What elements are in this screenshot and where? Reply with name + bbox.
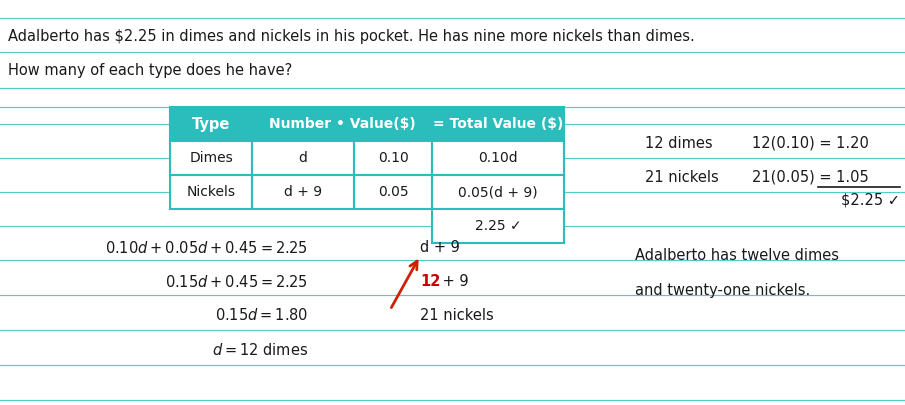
Text: Type: Type	[192, 117, 230, 132]
Text: 0.05: 0.05	[377, 185, 408, 199]
Text: + 9: + 9	[438, 275, 469, 290]
Bar	[432, 209, 564, 243]
Text: Number • Value($): Number • Value($)	[269, 117, 415, 131]
Bar	[252, 107, 432, 141]
Text: and twenty-one nickels.: and twenty-one nickels.	[635, 283, 810, 298]
Text: How many of each type does he have?: How many of each type does he have?	[8, 62, 292, 77]
Text: d: d	[299, 151, 308, 165]
Text: 0.05(d + 9): 0.05(d + 9)	[458, 185, 538, 199]
Bar	[170, 141, 252, 175]
Bar	[252, 175, 354, 209]
Text: 21 nickels: 21 nickels	[645, 170, 719, 185]
Text: $0.15d + 0.45 = 2.25$: $0.15d + 0.45 = 2.25$	[165, 274, 308, 290]
Text: $2.25 ✓: $2.25 ✓	[841, 192, 900, 207]
Text: 21 nickels: 21 nickels	[420, 307, 494, 322]
Bar	[432, 175, 564, 209]
Text: $d = 12\ \mathrm{dimes}$: $d = 12\ \mathrm{dimes}$	[212, 342, 308, 358]
Text: Adalberto has twelve dimes: Adalberto has twelve dimes	[635, 247, 839, 262]
Text: $0.15d = 1.80$: $0.15d = 1.80$	[215, 307, 308, 323]
FancyArrowPatch shape	[391, 261, 417, 307]
Text: 21(0.05) = 1.05: 21(0.05) = 1.05	[752, 170, 869, 185]
Text: Adalberto has $2.25 in dimes and nickels in his pocket. He has nine more nickels: Adalberto has $2.25 in dimes and nickels…	[8, 28, 695, 43]
Text: 12 dimes: 12 dimes	[645, 136, 712, 151]
Text: Nickels: Nickels	[186, 185, 235, 199]
Text: d + 9: d + 9	[284, 185, 322, 199]
Text: = Total Value ($): = Total Value ($)	[433, 117, 563, 131]
Bar	[432, 141, 564, 175]
Bar	[432, 107, 564, 141]
Bar	[252, 141, 354, 175]
Bar	[354, 175, 432, 209]
Text: 12(0.10) = 1.20: 12(0.10) = 1.20	[752, 136, 869, 151]
Bar	[170, 107, 252, 141]
Text: Dimes: Dimes	[189, 151, 233, 165]
Bar	[354, 141, 432, 175]
Text: 2.25 ✓: 2.25 ✓	[475, 219, 521, 233]
Text: 12: 12	[420, 275, 441, 290]
Text: 0.10: 0.10	[377, 151, 408, 165]
Text: $0.10d + 0.05d + 0.45 = 2.25$: $0.10d + 0.05d + 0.45 = 2.25$	[105, 240, 308, 256]
Bar	[170, 175, 252, 209]
Text: d + 9: d + 9	[420, 241, 460, 256]
Text: 0.10d: 0.10d	[478, 151, 518, 165]
